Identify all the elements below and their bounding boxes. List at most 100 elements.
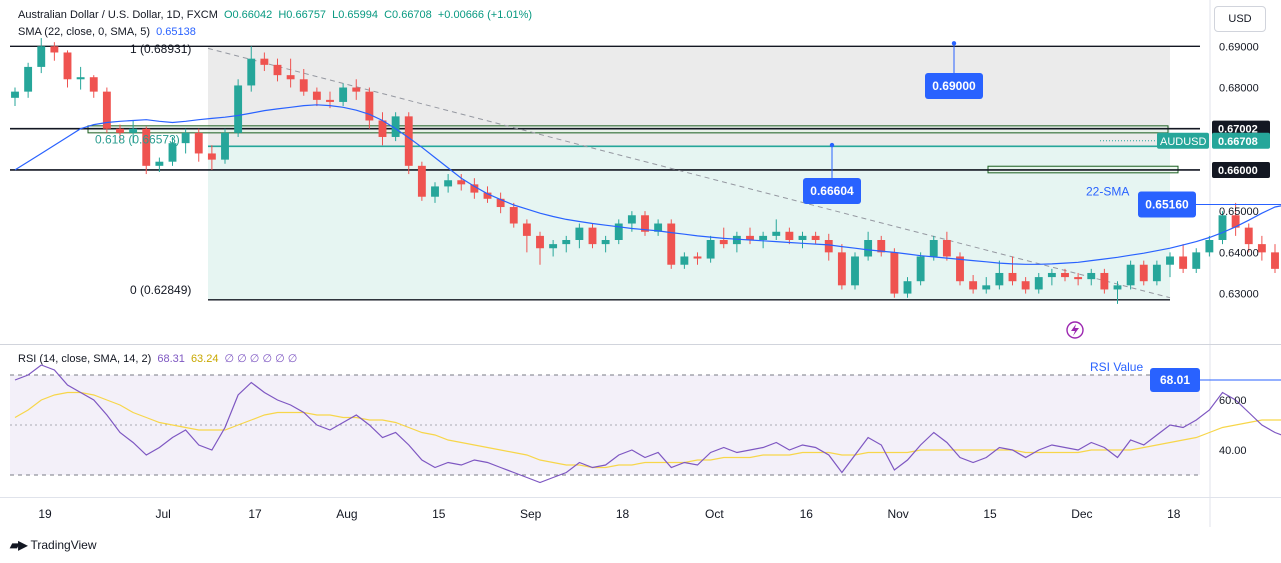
brand-text: TradingView — [30, 538, 97, 552]
candle-up — [549, 240, 558, 257]
price-axis-level-66000: 0.66000 — [1212, 161, 1270, 178]
candle-body — [614, 223, 623, 240]
time-tick-label: Nov — [887, 507, 908, 521]
candle-up — [798, 231, 807, 249]
candle-down — [102, 87, 111, 133]
time-tick-label: 15 — [432, 507, 446, 521]
candle-down — [194, 128, 203, 162]
candle-up — [1205, 235, 1214, 257]
candle-down — [1074, 272, 1083, 286]
candle-body — [1074, 277, 1083, 280]
candle-body — [601, 240, 610, 245]
candle-body — [929, 240, 938, 257]
sma-legend[interactable]: SMA (22, close, 0, SMA, 5) 0.65138 — [18, 26, 199, 38]
candle-down — [693, 252, 702, 265]
candle-body — [680, 256, 689, 265]
callout-0-66604[interactable]: 0.66604 — [803, 142, 861, 204]
rsi-callout[interactable]: RSI Value 68.01 — [1090, 360, 1281, 392]
candle-down — [404, 112, 413, 175]
candle-body — [431, 186, 439, 197]
candle-body — [1034, 277, 1043, 290]
rsi-axis: 60.00 40.00 — [1219, 395, 1247, 457]
currency-button[interactable]: USD — [1214, 6, 1266, 32]
callout-sma[interactable]: 22-SMA 0.65160 — [1086, 185, 1281, 218]
tradingview-brand[interactable]: ▰▶ TradingView — [10, 538, 97, 552]
candle-down — [1244, 223, 1253, 253]
candle-body — [76, 77, 85, 80]
candle-down — [286, 58, 295, 88]
candle-down — [522, 219, 531, 253]
candle-down — [890, 248, 899, 298]
candle-down — [89, 75, 98, 98]
candle-down — [667, 219, 676, 269]
rsi-legend[interactable]: RSI (14, close, SMA, 14, 2) 68.31 63.24 … — [18, 352, 300, 365]
candle-body — [102, 91, 111, 129]
callout-anchor-dot — [829, 142, 835, 148]
candle-body — [1271, 252, 1279, 269]
callout-0-69000[interactable]: 0.69000 — [925, 41, 983, 99]
candle-body — [391, 116, 400, 137]
candle-body — [1244, 227, 1253, 245]
lightning-icon[interactable] — [1066, 321, 1084, 339]
rsi-tick-label: 60.00 — [1219, 395, 1247, 407]
candle-down — [116, 124, 124, 142]
candle-body — [207, 153, 216, 160]
candle-up — [168, 136, 177, 166]
candle-body — [1100, 272, 1109, 290]
candle-up — [1192, 248, 1201, 273]
price-tick-label: 0.64000 — [1219, 247, 1259, 259]
candle-body — [1205, 240, 1214, 253]
price-tick-label: 0.68000 — [1219, 83, 1259, 95]
candle-down — [352, 79, 361, 100]
candle-body — [404, 116, 413, 166]
candle-body — [221, 132, 229, 160]
candle-body — [837, 252, 846, 286]
candle-up — [1152, 260, 1161, 286]
candle-down — [417, 161, 426, 201]
candle-body — [903, 281, 912, 294]
candle-body — [483, 192, 492, 199]
candle-body — [995, 272, 1004, 286]
callout-badge-text: 68.01 — [1160, 373, 1190, 387]
candle-body — [378, 120, 387, 137]
symbol-legend[interactable]: Australian Dollar / U.S. Dollar, 1D, FXC… — [18, 9, 535, 21]
last-price-box — [1212, 132, 1270, 149]
candle-up — [654, 219, 663, 236]
candle-down — [1257, 235, 1266, 261]
candle-down — [457, 174, 466, 191]
callout-badge — [803, 178, 861, 204]
candle-down — [63, 50, 72, 88]
candle-up — [234, 79, 243, 137]
candle-up — [129, 120, 138, 144]
candle-body — [667, 223, 676, 265]
candle-down — [1100, 268, 1109, 294]
candle-body — [116, 128, 124, 133]
candle-body — [326, 99, 334, 102]
candle-body — [470, 184, 479, 193]
candle-up — [1126, 260, 1135, 290]
candle-body — [1231, 215, 1240, 228]
candle-body — [299, 79, 308, 92]
candle-down — [1061, 268, 1069, 282]
axis-label-box — [1212, 120, 1270, 137]
candle-body — [11, 91, 19, 98]
time-tick-label: 18 — [616, 507, 630, 521]
candle-body — [457, 180, 466, 185]
candle-down — [496, 192, 505, 214]
candle-body — [365, 91, 374, 121]
candle-body — [549, 244, 558, 249]
sma-legend-value: 0.65138 — [156, 26, 196, 38]
candle-down — [746, 227, 754, 245]
candle-up — [772, 219, 781, 240]
candle-body — [956, 256, 964, 282]
price-tick-label: 0.65000 — [1219, 206, 1259, 218]
rsi-legend-extra: ∅ ∅ ∅ ∅ ∅ ∅ — [224, 353, 298, 365]
candle-body — [693, 256, 702, 259]
candle-up — [431, 182, 439, 203]
sma-tag-label: 22-SMA — [1086, 185, 1129, 199]
candlestick-series — [11, 38, 1279, 304]
candle-body — [719, 240, 728, 245]
candle-down — [969, 275, 978, 294]
candle-up — [575, 223, 584, 249]
